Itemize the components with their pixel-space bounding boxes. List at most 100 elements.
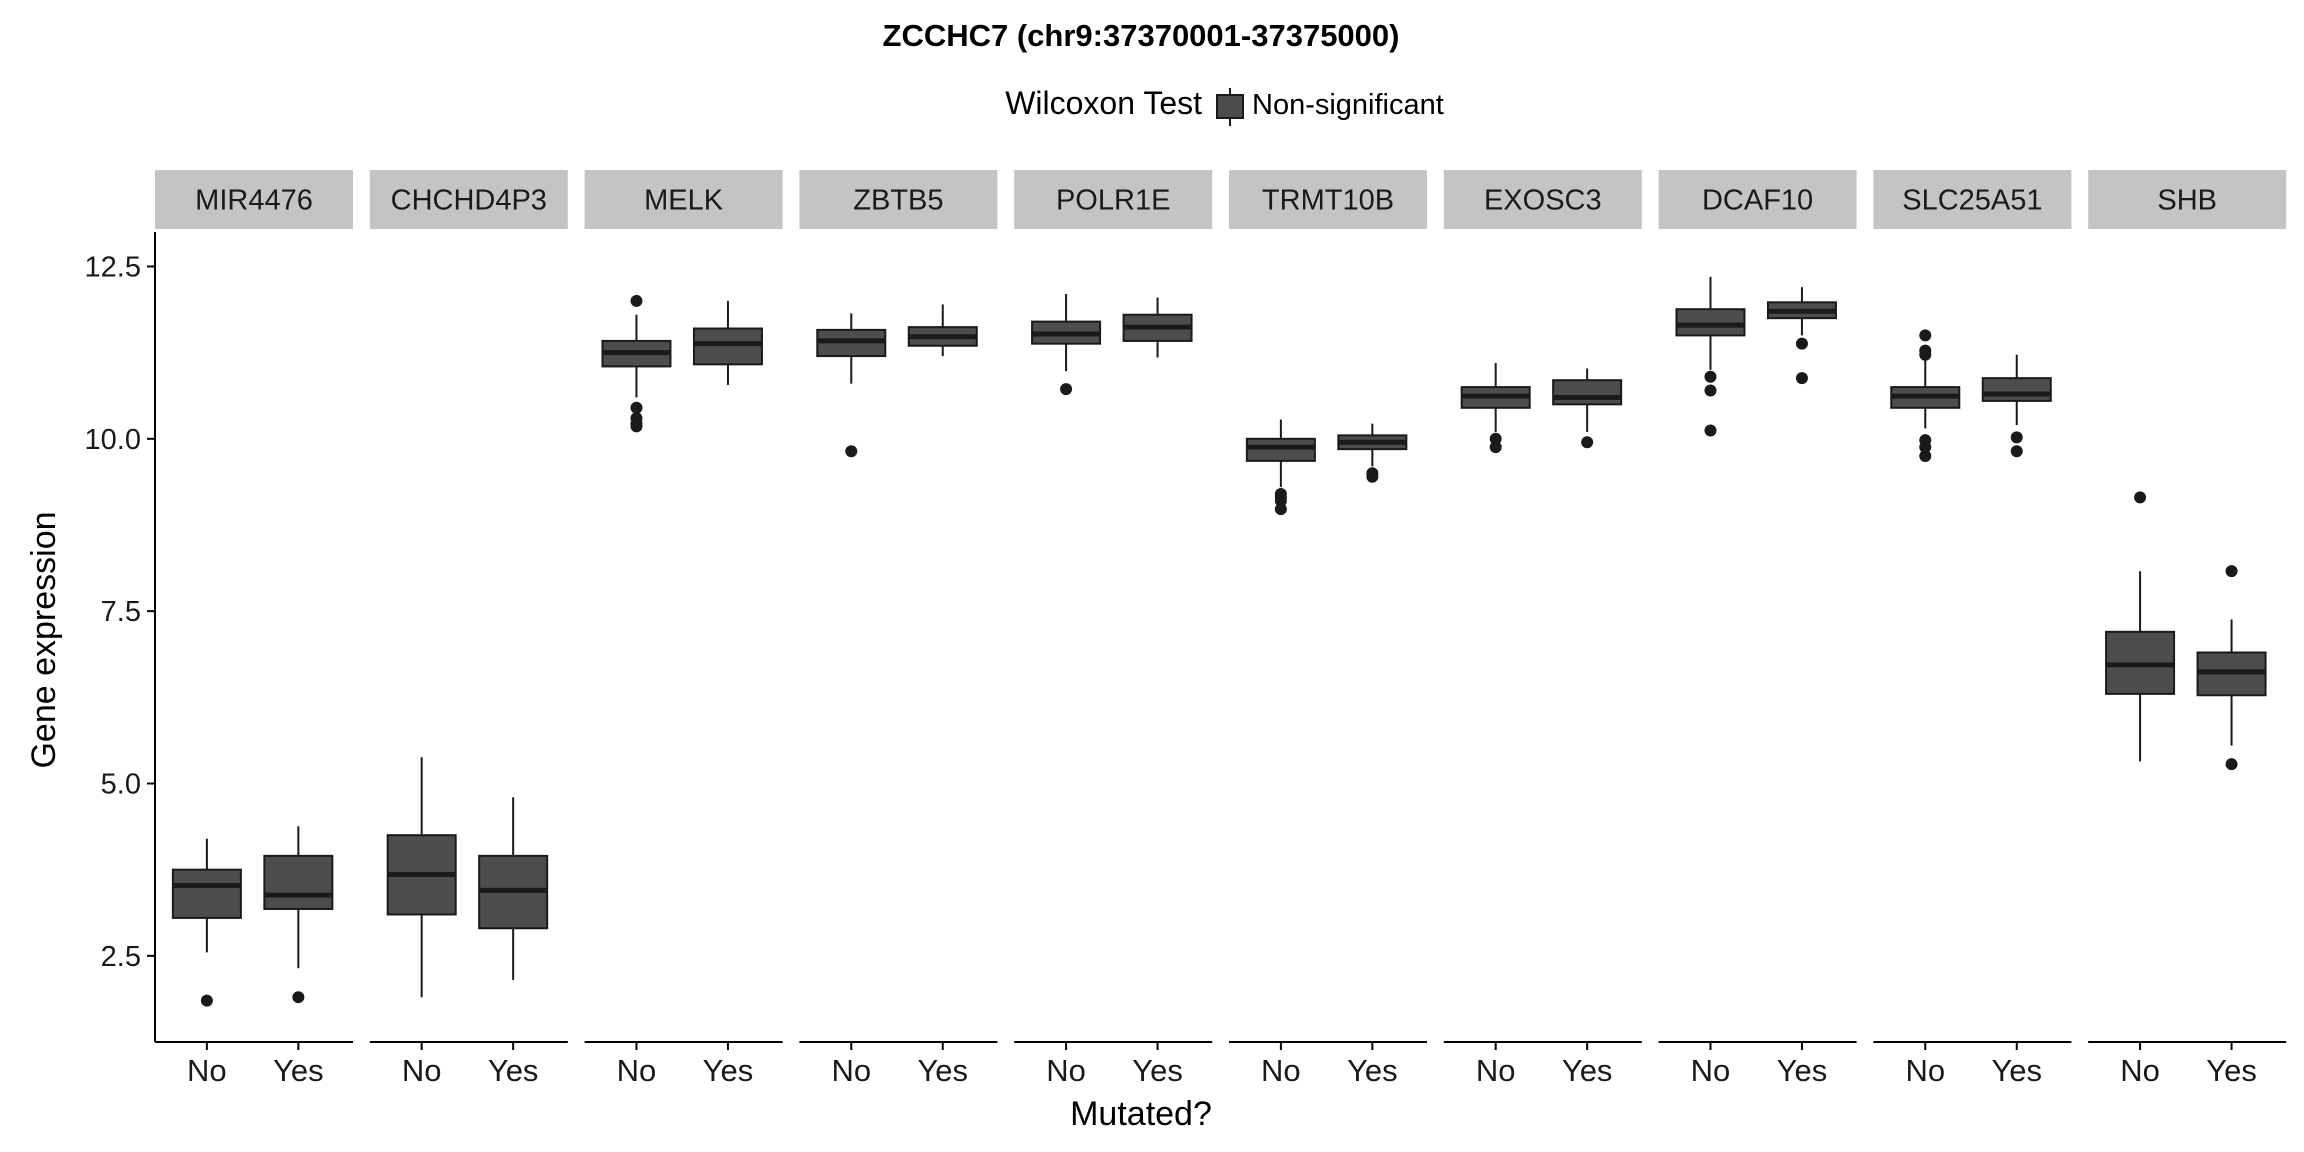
x-tick-label: Yes: [2206, 1053, 2257, 1088]
outlier-point: [1919, 329, 1932, 342]
outlier-point: [1274, 494, 1287, 507]
outlier-point: [1366, 470, 1379, 483]
legend-entry: Non-significant: [1252, 89, 1444, 121]
facet-strip: [1658, 170, 1857, 229]
outlier-point: [2010, 445, 2023, 458]
facet-strip: [2088, 170, 2287, 229]
facet-strip-label: EXOSC3: [1484, 185, 1602, 217]
facet-panel: POLR1E No Yes: [1014, 170, 1213, 1088]
outlier-point: [1919, 450, 1932, 463]
outlier-point: [1489, 441, 1502, 454]
facet-strip: [799, 170, 998, 229]
box-yes: Yes: [692, 300, 763, 1088]
box-yes: Yes: [1122, 297, 1193, 1088]
y-axis-label: Gene expression: [25, 511, 63, 768]
box-iqr: [1981, 377, 2052, 402]
box-yes: Yes: [1981, 354, 2052, 1088]
outlier-point: [1581, 436, 1594, 449]
box-no: No: [1460, 362, 1531, 1088]
box-no: No: [1675, 276, 1746, 1088]
facet-panel: EXOSC3 No Yes: [1443, 170, 1642, 1088]
facet-strip: [584, 170, 783, 229]
outlier-point: [2225, 565, 2238, 578]
outlier-point: [2010, 431, 2023, 444]
facet-strip-label: MIR4476: [195, 185, 313, 217]
facet-strip: [1229, 170, 1427, 229]
box-iqr: [1245, 437, 1316, 462]
facet-strip-label: MELK: [644, 185, 724, 217]
x-tick-label: No: [1046, 1053, 1086, 1088]
box-no: No: [1245, 419, 1316, 1088]
outlier-point: [1489, 432, 1502, 445]
box-yes: Yes: [478, 797, 549, 1088]
legend: Wilcoxon Test Non-significant: [1005, 85, 1444, 126]
outlier-point: [630, 420, 643, 433]
y-tick-label: 7.5: [101, 596, 141, 628]
facet-strip: [1873, 170, 2072, 229]
x-axis-label: Mutated?: [1070, 1095, 1212, 1133]
facet-panel: MIR4476 No Yes: [155, 170, 353, 1088]
outlier-point: [1060, 383, 1073, 396]
box-yes: Yes: [1552, 368, 1623, 1088]
x-tick-label: No: [187, 1053, 227, 1088]
box-no: No: [1031, 294, 1102, 1088]
outlier-point: [630, 294, 643, 307]
x-tick-label: No: [617, 1053, 657, 1088]
outlier-point: [2134, 491, 2147, 504]
facet-strip: [1443, 170, 1642, 229]
facet-panel: DCAF10 No Yes: [1658, 170, 1857, 1088]
facet-strip: [1014, 170, 1213, 229]
box-yes: Yes: [1337, 423, 1408, 1088]
x-tick-label: Yes: [488, 1053, 539, 1088]
y-tick-label: 12.5: [85, 251, 141, 283]
box-yes: Yes: [907, 304, 978, 1088]
box-iqr: [1552, 379, 1623, 406]
facet-panel: ZBTB5 No Yes: [799, 170, 998, 1088]
facet-strip-label: CHCHD4P3: [391, 185, 547, 217]
box-iqr: [171, 868, 242, 919]
x-tick-label: Yes: [1132, 1053, 1183, 1088]
x-tick-label: No: [1905, 1053, 1945, 1088]
panels: MIR4476 No Yes CHCHD4P3 No Yes MELK No Yes ZBTB5 N…: [155, 170, 2287, 1088]
facet-strip-label: ZBTB5: [853, 185, 943, 217]
box-no: No: [386, 757, 457, 1088]
box-no: No: [2105, 491, 2176, 1088]
outlier-point: [1919, 441, 1932, 454]
outlier-point: [845, 445, 858, 458]
chart-title: ZCCHC7 (chr9:37370001-37375000): [883, 18, 1400, 53]
box-no: No: [1890, 329, 1961, 1088]
y-tick-label: 2.5: [101, 941, 141, 973]
outlier-point: [292, 991, 305, 1004]
facet-strip: [369, 170, 568, 229]
outlier-point: [1704, 384, 1717, 397]
facet-strip-label: SLC25A51: [1902, 185, 2042, 217]
x-tick-label: Yes: [1777, 1053, 1828, 1088]
box-no: No: [816, 313, 887, 1088]
x-tick-label: Yes: [1347, 1053, 1398, 1088]
facet-strip-label: TRMT10B: [1262, 185, 1394, 217]
outlier-point: [1704, 370, 1717, 383]
x-tick-label: Yes: [273, 1053, 324, 1088]
x-tick-label: Yes: [703, 1053, 754, 1088]
box-yes: Yes: [2196, 565, 2267, 1088]
outlier-point: [1704, 424, 1717, 437]
x-tick-label: No: [1476, 1053, 1516, 1088]
y-axis: 2.5 5.0 7.5 10.0 12.5: [85, 232, 156, 1042]
outlier-point: [1795, 372, 1808, 385]
x-tick-label: No: [2120, 1053, 2160, 1088]
outlier-point: [1795, 337, 1808, 350]
facet-panel: MELK No Yes: [584, 170, 783, 1088]
legend-title: Wilcoxon Test: [1005, 85, 1202, 121]
box-iqr: [692, 327, 763, 366]
facet-strip-label: DCAF10: [1702, 185, 1813, 217]
box-no: No: [171, 838, 242, 1088]
x-tick-label: Yes: [1991, 1053, 2042, 1088]
box-iqr: [1675, 308, 1746, 337]
box-yes: Yes: [263, 826, 334, 1088]
outlier-point: [1274, 503, 1287, 516]
box-yes: Yes: [1766, 287, 1837, 1088]
x-tick-label: No: [402, 1053, 442, 1088]
outlier-point: [200, 994, 213, 1007]
x-tick-label: Yes: [1562, 1053, 1613, 1088]
